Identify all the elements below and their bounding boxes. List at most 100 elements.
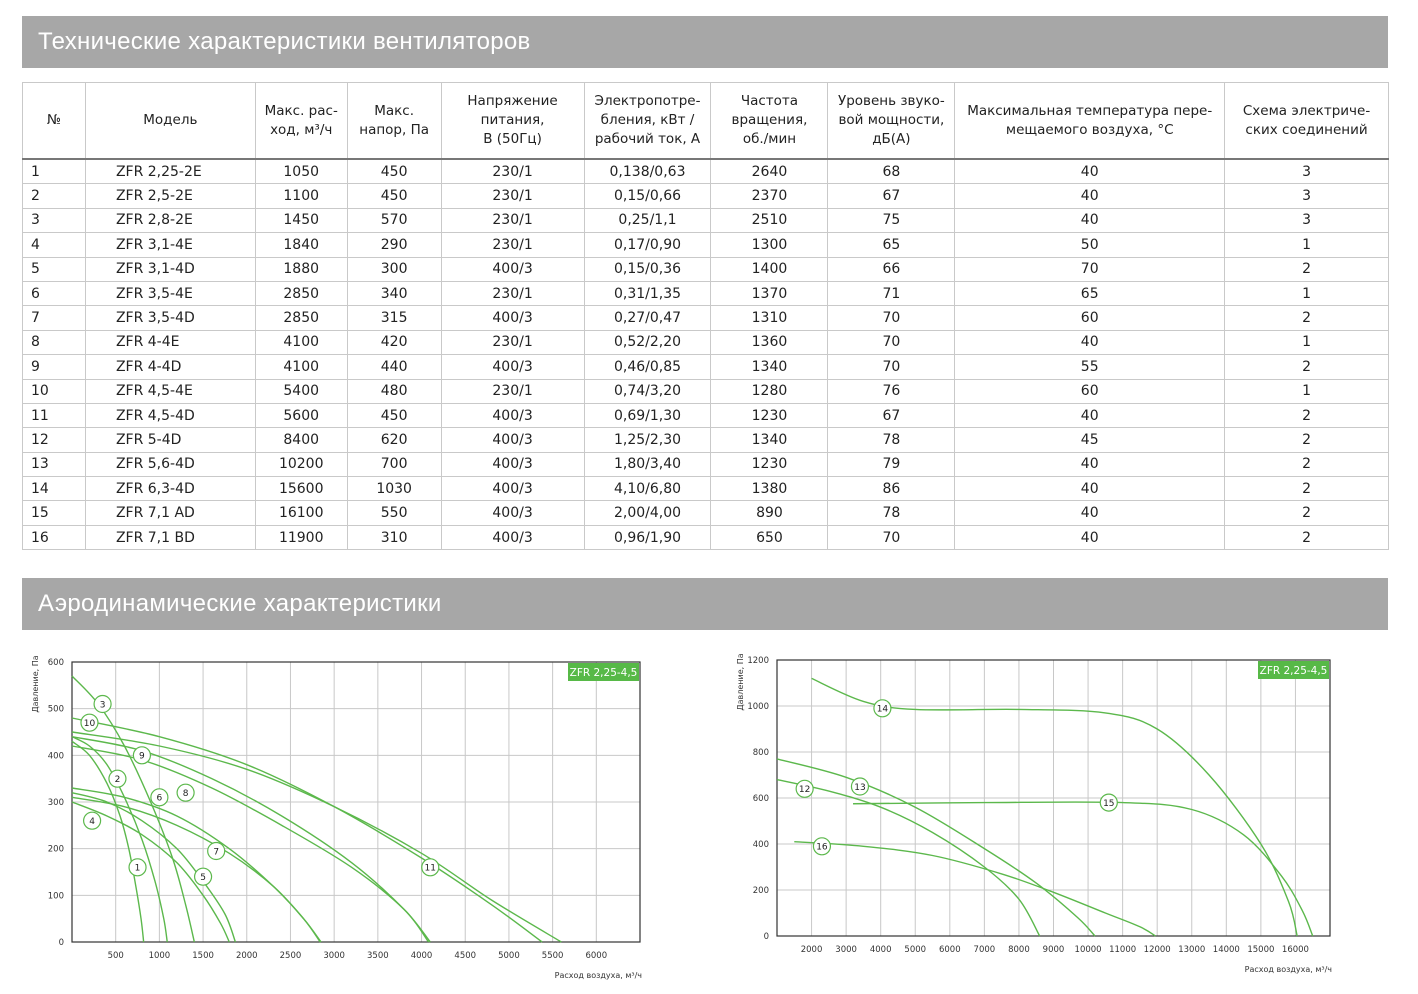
table-cell: 310 [346,524,442,551]
x-tick-label: 2500 [280,951,302,961]
table-row: 6 ZFR 3,5-4E 2850 340 230/1 0,31/1,35 1370 71 65… [22,280,1389,307]
table-cell: ZFR 5-4D [84,427,256,453]
curve-marker-label: 7 [213,847,219,857]
table-row: 7 ZFR 3,5-4D 2850 315 400/3 0,27/0,47 1310 70 60… [22,305,1389,331]
chart-title: ZFR 2,25-4,5 [1260,665,1328,677]
x-tick-label: 14000 [1213,945,1240,955]
y-tick-label: 600 [753,794,769,804]
table-cell: 1450 [254,207,348,234]
table-cell: 40 [954,183,1226,209]
table-cell: 450 [346,158,442,185]
table-cell: 315 [346,305,442,331]
fan-curve-12 [776,778,1041,937]
table-cell: 15 [22,500,86,526]
column-header-line: бления, кВт / [600,112,695,128]
x-tick-label: 4000 [870,945,892,955]
table-cell: 2 [1224,476,1389,502]
table-cell: 890 [710,500,829,526]
table-cell: 400/3 [440,305,585,331]
table-cell: 1,80/3,40 [583,451,712,478]
table-cell: 40 [954,158,1226,185]
table-cell: 230/1 [440,158,585,185]
curve-marker-circle [128,858,147,877]
table-cell: ZFR 3,5-4E [84,280,256,307]
table-cell: 290 [346,232,442,258]
curve-marker-label: 1 [135,864,141,874]
table-cell: 2 [1224,305,1389,331]
x-tick-label: 9000 [1043,945,1065,955]
table-cell: 440 [346,354,442,380]
y-axis-label: Давление, Па [736,653,745,710]
y-tick-label: 200 [753,886,769,896]
table-cell: 400/3 [440,256,585,282]
column-header-line: Электропотре- [594,93,701,109]
table-cell: 5400 [254,378,348,404]
table-cell: 400/3 [440,402,585,429]
table-cell: 15600 [254,476,348,502]
table-cell: 12 [22,427,86,453]
table-cell: 1400 [710,256,829,282]
table-cell: ZFR 4,5-4E [84,378,256,404]
table-cell: 0,138/0,63 [583,158,712,185]
fan-curve-11 [71,731,562,943]
table-cell: 400/3 [440,500,585,526]
curve-marker-label: 11 [425,864,436,874]
table-row: 9 ZFR 4-4D 4100 440 400/3 0,46/0,85 1340 70 55 2 [22,354,1389,380]
table-cell: 78 [827,427,956,453]
table-cell: 1380 [710,476,829,502]
x-tick-label: 11000 [1109,945,1136,955]
curve-marker-circle [873,699,892,718]
table-cell: 8 [22,329,86,356]
table-row: 12 ZFR 5-4D 8400 620 400/3 1,25/2,30 1340 78 45 2 [22,427,1389,453]
x-tick-label: 6000 [585,951,607,961]
x-tick-label: 6000 [939,945,961,955]
table-cell: 6 [22,280,86,307]
table-cell: 2,00/4,00 [583,500,712,526]
y-tick-label: 400 [48,751,64,761]
table-cell: 0,25/1,1 [583,207,712,234]
aero-chart-large-fans: 2000 3000 4000 5000 6000 7000 8000 9000 10000 110… [736,653,1332,974]
fan-curve-1 [71,740,145,943]
table-cell: 2 [1224,354,1389,380]
y-tick-label: 600 [48,658,64,668]
column-header: Модель [84,82,256,160]
curve-marker-circle [812,837,832,856]
table-cell: 1360 [710,329,829,356]
column-header-line: вращения, [731,112,808,128]
x-tick-label: 4500 [454,951,476,961]
column-header-line: ход, м³/ч [270,121,333,138]
table-cell: 1280 [710,378,829,404]
curve-marker-label: 16 [816,843,828,853]
table-cell: ZFR 7,1 BD [84,524,256,551]
table-cell: 2510 [710,207,829,234]
table-cell: 65 [954,280,1226,307]
fan-curve-9 [71,735,431,943]
table-cell: 4100 [254,354,348,380]
x-tick-label: 8000 [1008,945,1030,955]
table-cell: 8400 [254,427,348,453]
table-cell: 9 [22,354,86,380]
table-cell: 2 [1224,402,1389,429]
table-row: 15 ZFR 7,1 AD 16100 550 400/3 2,00/4,00 890 78 4… [22,500,1389,526]
table-cell: 0,96/1,90 [583,524,712,551]
table-cell: 400/3 [440,354,585,380]
table-cell: 420 [346,329,442,356]
table-cell: 0,15/0,36 [583,256,712,282]
table-cell: 0,52/2,20 [583,329,712,356]
table-cell: 76 [827,378,956,404]
table-cell: 0,46/0,85 [583,354,712,380]
table-cell: ZFR 2,5-2E [84,183,256,209]
curve-marker-label: 12 [799,785,810,795]
fan-curve-5 [71,791,237,943]
column-header: Макс. напор, Па [346,82,442,160]
table-cell: 1230 [710,451,829,478]
aero-section-title: Аэродинамические характеристики [22,578,1388,630]
table-cell: 1840 [254,232,348,258]
column-header: Электропотре-бления, кВт / рабочий ток, А [583,82,712,160]
table-cell: 1030 [346,476,442,502]
table-cell: 1370 [710,280,829,307]
table-cell: 4100 [254,329,348,356]
table-cell: 1 [1224,280,1389,307]
curve-marker-circle [795,779,814,798]
column-header-line: питания, [480,112,545,128]
